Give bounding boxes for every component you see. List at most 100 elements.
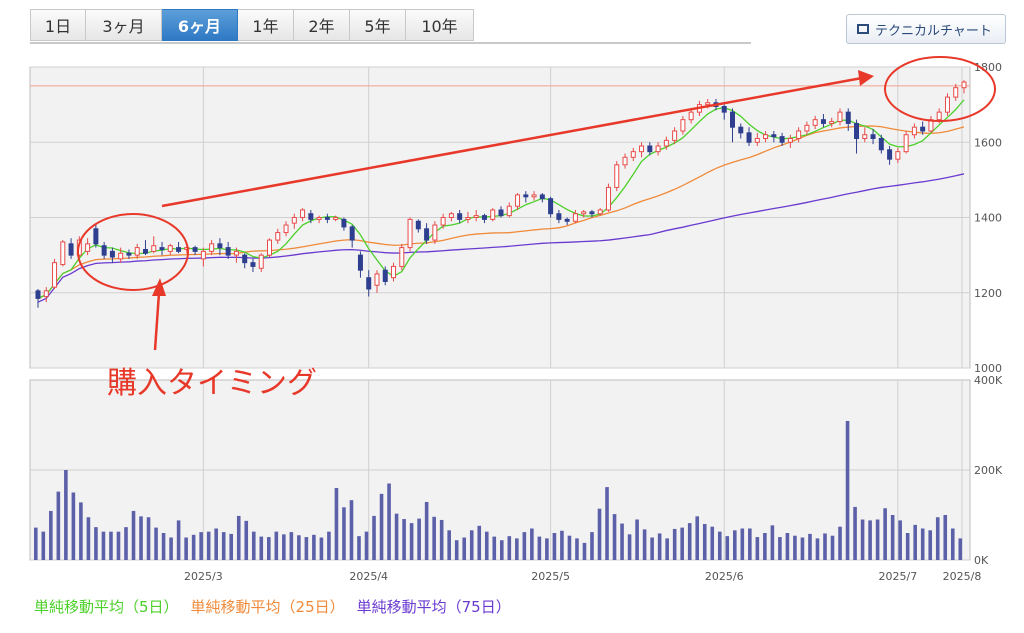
volume-bar bbox=[793, 535, 797, 560]
volume-bar bbox=[244, 520, 249, 560]
volume-bar bbox=[432, 516, 436, 560]
volume-bar bbox=[597, 508, 602, 560]
candle-down bbox=[68, 243, 74, 256]
volume-bar bbox=[905, 533, 910, 560]
volume-bar bbox=[748, 528, 752, 560]
volume-bar bbox=[342, 507, 346, 560]
candle-down bbox=[415, 220, 421, 230]
legend-ma5: 単純移動平均（5日） bbox=[34, 598, 179, 616]
candle-up bbox=[804, 124, 810, 132]
candle-down bbox=[424, 228, 430, 241]
tab-3[interactable]: 1年 bbox=[238, 9, 294, 41]
volume-bar bbox=[206, 531, 211, 560]
buy-timing-label: 購入タイミング bbox=[107, 366, 317, 401]
legend-ma25: 単純移動平均（25日） bbox=[190, 598, 345, 616]
tab-1[interactable]: 3ヶ月 bbox=[86, 9, 162, 41]
candle-up bbox=[515, 194, 521, 207]
volume-bar bbox=[868, 520, 872, 560]
volume-bar bbox=[582, 542, 587, 560]
candle-up bbox=[614, 164, 620, 188]
volume-bar bbox=[49, 510, 53, 560]
volume-bar bbox=[778, 537, 782, 560]
volume-bar bbox=[560, 530, 564, 560]
volume-bar bbox=[402, 519, 406, 560]
candle-down bbox=[176, 247, 182, 252]
volume-bar bbox=[845, 420, 850, 560]
candle-down bbox=[498, 209, 504, 217]
volume-bar bbox=[139, 516, 143, 560]
candle-down bbox=[366, 277, 372, 290]
candle-up bbox=[267, 239, 272, 256]
volume-bar bbox=[612, 514, 617, 560]
volume-bar bbox=[620, 523, 624, 560]
price-tick-label: 1200 bbox=[974, 287, 1002, 300]
technical-chart-button[interactable]: テクニカルチャート bbox=[846, 14, 1006, 44]
volume-bar bbox=[672, 528, 677, 560]
candle-up bbox=[374, 273, 380, 286]
volume-bar bbox=[169, 537, 173, 560]
candle-down bbox=[820, 119, 826, 124]
volume-bar bbox=[800, 537, 805, 560]
volume-bar bbox=[823, 533, 827, 560]
volume-bar bbox=[94, 527, 98, 560]
candle-down bbox=[887, 149, 893, 160]
buy-arrow-head bbox=[152, 278, 166, 296]
volume-bar bbox=[424, 501, 429, 560]
volume-bar bbox=[898, 520, 902, 560]
candle-down bbox=[845, 111, 851, 124]
candle-down bbox=[349, 226, 355, 241]
tab-4[interactable]: 2年 bbox=[294, 9, 350, 41]
volume-bar bbox=[109, 531, 113, 560]
candle-down bbox=[589, 211, 595, 215]
candle-down bbox=[357, 254, 363, 271]
candle-down bbox=[109, 250, 115, 258]
x-tick-label: 2025/4 bbox=[349, 570, 388, 583]
volume-bar bbox=[221, 532, 226, 560]
volume-bar bbox=[605, 487, 609, 560]
ma25-line bbox=[37, 125, 965, 299]
volume-bar bbox=[56, 491, 61, 560]
volume-bar bbox=[860, 519, 865, 560]
candle-up bbox=[432, 224, 438, 241]
candle-down bbox=[556, 213, 562, 220]
volume-bar bbox=[124, 527, 128, 560]
volume-bar bbox=[650, 537, 654, 560]
volume-bar bbox=[34, 527, 38, 560]
candle-down bbox=[730, 111, 735, 128]
volume-bar bbox=[251, 531, 256, 560]
tab-underline bbox=[30, 42, 751, 44]
volume-bar bbox=[199, 532, 203, 560]
volume-bar bbox=[492, 536, 497, 560]
tab-5[interactable]: 5年 bbox=[350, 9, 406, 41]
candle-down bbox=[101, 245, 107, 256]
candle-up bbox=[316, 217, 322, 220]
candle-down bbox=[457, 213, 463, 220]
candle-up bbox=[672, 130, 678, 141]
candle-up bbox=[622, 156, 628, 166]
candle-up bbox=[151, 245, 157, 252]
volume-bar bbox=[41, 531, 46, 560]
candle-up bbox=[754, 137, 760, 143]
candle-down bbox=[771, 134, 777, 138]
candle-up bbox=[605, 186, 611, 211]
volume-bar bbox=[883, 508, 887, 560]
candle-up bbox=[655, 145, 661, 153]
volume-bar bbox=[717, 531, 722, 560]
candle-down bbox=[523, 194, 529, 198]
candle-up bbox=[796, 130, 802, 139]
candle-up bbox=[52, 262, 58, 288]
volume-bar bbox=[838, 526, 842, 560]
candle-up bbox=[506, 205, 512, 217]
volume-bar bbox=[297, 535, 301, 560]
tab-0[interactable]: 1日 bbox=[30, 9, 86, 41]
candle-up bbox=[763, 134, 769, 139]
ma75-line bbox=[37, 173, 965, 303]
candle-up bbox=[639, 145, 645, 153]
tab-2[interactable]: 6ヶ月 bbox=[162, 9, 238, 41]
volume-bar bbox=[439, 519, 444, 560]
volume-bar bbox=[417, 518, 421, 560]
candle-up bbox=[440, 217, 446, 226]
tab-6[interactable]: 10年 bbox=[406, 9, 474, 41]
candle-down bbox=[250, 262, 256, 267]
candle-up bbox=[862, 134, 868, 139]
